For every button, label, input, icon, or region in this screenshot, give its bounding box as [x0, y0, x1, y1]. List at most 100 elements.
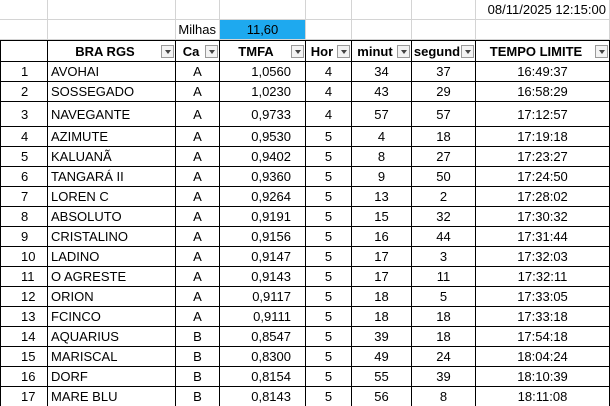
row-number: 12 — [0, 287, 48, 307]
cell — [412, 20, 476, 40]
table-cell: 4 — [306, 102, 352, 127]
table-cell: A — [176, 102, 220, 127]
table-cell: A — [176, 127, 220, 147]
table-cell: 39 — [412, 367, 476, 387]
table-cell: SOSSEGADO — [48, 82, 176, 102]
table-cell: 0,9530 — [220, 127, 306, 147]
table-cell: 0,8300 — [220, 347, 306, 367]
table-cell: 0,9147 — [220, 247, 306, 267]
column-header: TMFA — [220, 40, 306, 62]
column-header: BRA RGS — [48, 40, 176, 62]
table-cell: MARE BLU — [48, 387, 176, 406]
cell — [48, 0, 176, 20]
table-cell: 15 — [352, 207, 412, 227]
row-number: 3 — [0, 102, 48, 127]
table-cell: 17:19:18 — [476, 127, 610, 147]
column-header: Ca — [176, 40, 220, 62]
row-number: 6 — [0, 167, 48, 187]
table-cell: 29 — [412, 82, 476, 102]
table-cell: 39 — [352, 327, 412, 347]
table-cell: 18 — [412, 127, 476, 147]
table-cell: 18 — [352, 287, 412, 307]
filter-button[interactable] — [595, 45, 608, 58]
row-number: 15 — [0, 347, 48, 367]
table-cell: FCINCO — [48, 307, 176, 327]
row-number: 7 — [0, 187, 48, 207]
table-cell: 24 — [412, 347, 476, 367]
cell — [0, 0, 48, 20]
table-cell: 0,9111 — [220, 307, 306, 327]
cell — [220, 0, 306, 20]
table-cell: TANGARÁ II — [48, 167, 176, 187]
table-cell: 5 — [306, 147, 352, 167]
table-cell: 5 — [306, 167, 352, 187]
table-cell: CRISTALINO — [48, 227, 176, 247]
column-header: TEMPO LIMITE — [476, 40, 610, 62]
cell — [48, 20, 176, 40]
table-cell: 4 — [306, 82, 352, 102]
table-cell: 0,8143 — [220, 387, 306, 406]
table-cell: 0,9117 — [220, 287, 306, 307]
table-cell: 3 — [412, 247, 476, 267]
cell — [306, 20, 352, 40]
table-cell: 1,0560 — [220, 62, 306, 82]
table-cell: B — [176, 327, 220, 347]
filter-button[interactable] — [161, 45, 174, 58]
row-number: 8 — [0, 207, 48, 227]
table-cell: 0,9264 — [220, 187, 306, 207]
table-cell: 5 — [412, 287, 476, 307]
row-number: 17 — [0, 387, 48, 406]
table-cell: 17:30:32 — [476, 207, 610, 227]
table-cell: 5 — [306, 347, 352, 367]
table-cell: 5 — [306, 267, 352, 287]
filter-button[interactable] — [397, 45, 410, 58]
cell — [352, 20, 412, 40]
table-cell: 17 — [352, 247, 412, 267]
table-cell: 4 — [306, 62, 352, 82]
table-cell: 1,0230 — [220, 82, 306, 102]
filter-button[interactable] — [337, 45, 350, 58]
table-cell: 50 — [412, 167, 476, 187]
table-cell: 17:33:05 — [476, 287, 610, 307]
table-cell: 5 — [306, 387, 352, 406]
table-cell: 49 — [352, 347, 412, 367]
table-cell: 5 — [306, 207, 352, 227]
table-cell: 56 — [352, 387, 412, 406]
table-cell: 5 — [306, 187, 352, 207]
table-cell: 18 — [412, 327, 476, 347]
table-cell: 5 — [306, 227, 352, 247]
table-cell: A — [176, 82, 220, 102]
table-cell: 17:31:44 — [476, 227, 610, 247]
table-cell: A — [176, 62, 220, 82]
table-cell: A — [176, 167, 220, 187]
table-cell: 18:04:24 — [476, 347, 610, 367]
table-cell: KALUANÃ — [48, 147, 176, 167]
table-cell: AQUARIUS — [48, 327, 176, 347]
table-cell: 17 — [352, 267, 412, 287]
table-cell: 18:11:08 — [476, 387, 610, 406]
table-cell: 17:54:18 — [476, 327, 610, 347]
table-cell: 9 — [352, 167, 412, 187]
table-cell: 13 — [352, 187, 412, 207]
table-cell: 0,8547 — [220, 327, 306, 347]
table-cell: A — [176, 247, 220, 267]
table-cell: 5 — [306, 367, 352, 387]
cell — [306, 0, 352, 20]
header-cell — [0, 40, 48, 62]
table-cell: B — [176, 387, 220, 406]
table-cell: 43 — [352, 82, 412, 102]
filter-button[interactable] — [205, 45, 218, 58]
table-cell: 16:58:29 — [476, 82, 610, 102]
table-cell: 37 — [412, 62, 476, 82]
row-number: 5 — [0, 147, 48, 167]
filter-button[interactable] — [291, 45, 304, 58]
table-cell: B — [176, 347, 220, 367]
filter-button[interactable] — [461, 45, 474, 58]
table-cell: A — [176, 207, 220, 227]
row-number: 1 — [0, 62, 48, 82]
table-cell: DORF — [48, 367, 176, 387]
table-cell: 5 — [306, 287, 352, 307]
column-header: minut — [352, 40, 412, 62]
table-cell: A — [176, 267, 220, 287]
row-number: 2 — [0, 82, 48, 102]
